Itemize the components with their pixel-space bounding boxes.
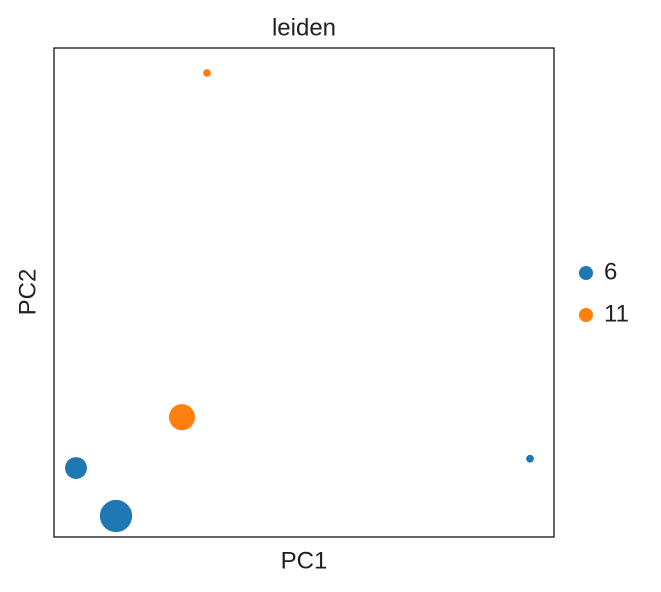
point (168, 404, 196, 431)
point (526, 454, 534, 463)
legend-marker (579, 308, 593, 322)
y-axis-label: PC2 (14, 269, 41, 316)
point (65, 457, 87, 480)
point (99, 499, 133, 533)
legend-label: 6 (604, 258, 617, 285)
chart-title: leiden (272, 14, 336, 41)
legend-label: 11 (604, 300, 629, 327)
plot-frame (53, 47, 555, 538)
legend-marker (579, 266, 593, 280)
x-axis-label: PC1 (281, 547, 328, 574)
point (203, 69, 211, 77)
